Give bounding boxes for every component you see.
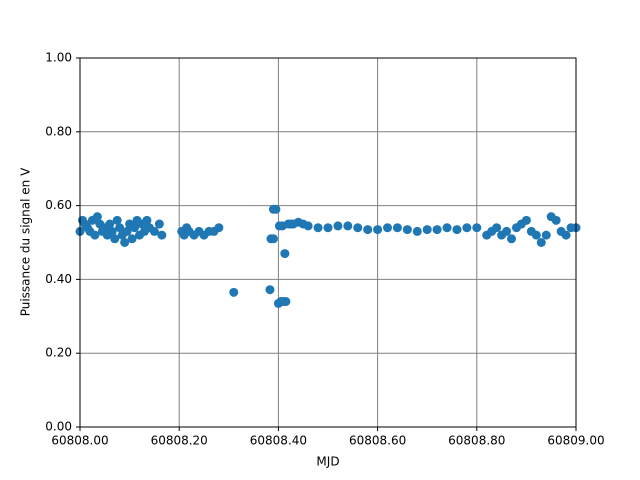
- x-tick-label: 60809.00: [547, 434, 604, 448]
- point: [280, 249, 290, 259]
- x-tick-label: 60808.20: [151, 434, 208, 448]
- y-tick-label: 0.80: [45, 124, 72, 138]
- point: [531, 230, 541, 240]
- point: [105, 219, 115, 229]
- point: [432, 225, 442, 235]
- point: [561, 230, 571, 240]
- point: [551, 215, 561, 225]
- point: [271, 204, 281, 214]
- point: [383, 223, 393, 233]
- point: [229, 287, 239, 297]
- point: [373, 225, 383, 235]
- point: [112, 215, 122, 225]
- point: [343, 221, 353, 231]
- point: [149, 226, 159, 236]
- point: [313, 223, 323, 233]
- point: [536, 238, 546, 247]
- point: [154, 219, 164, 229]
- y-tick-label: 0.40: [45, 272, 72, 286]
- point: [422, 225, 432, 235]
- point: [142, 215, 152, 225]
- plot-frame: [79, 57, 577, 428]
- y-tick-label: 0.00: [45, 420, 72, 434]
- y-axis-label: Puissance du signal en V: [19, 167, 33, 316]
- point: [127, 234, 137, 244]
- point: [122, 226, 132, 236]
- point: [265, 285, 275, 295]
- point: [412, 226, 422, 236]
- point: [333, 221, 343, 231]
- y-tick-label: 1.00: [45, 51, 72, 65]
- point: [281, 297, 291, 307]
- point: [392, 223, 402, 233]
- point: [303, 221, 313, 231]
- point: [268, 234, 278, 244]
- point: [120, 238, 130, 247]
- point: [353, 223, 363, 233]
- point: [502, 226, 512, 236]
- point: [452, 225, 462, 235]
- point: [92, 212, 102, 222]
- x-tick-label: 60808.80: [448, 434, 505, 448]
- point: [157, 230, 167, 240]
- point: [402, 225, 412, 235]
- point: [323, 223, 333, 233]
- point: [541, 230, 551, 240]
- y-tick-label: 0.20: [45, 346, 72, 360]
- point: [472, 223, 482, 233]
- point: [521, 215, 531, 225]
- point: [363, 225, 373, 235]
- x-tick-label: 60808.40: [250, 434, 307, 448]
- x-tick-label: 60808.00: [51, 434, 108, 448]
- point: [110, 234, 120, 244]
- x-axis-label: MJD: [316, 455, 339, 469]
- point: [130, 223, 140, 233]
- point: [442, 223, 452, 233]
- point: [507, 234, 517, 244]
- point: [107, 226, 117, 236]
- x-tick-label: 60808.60: [349, 434, 406, 448]
- y-tick-label: 0.60: [45, 198, 72, 212]
- point: [492, 223, 502, 233]
- point: [462, 223, 472, 233]
- point: [90, 230, 100, 240]
- point: [115, 223, 125, 233]
- point: [214, 223, 224, 233]
